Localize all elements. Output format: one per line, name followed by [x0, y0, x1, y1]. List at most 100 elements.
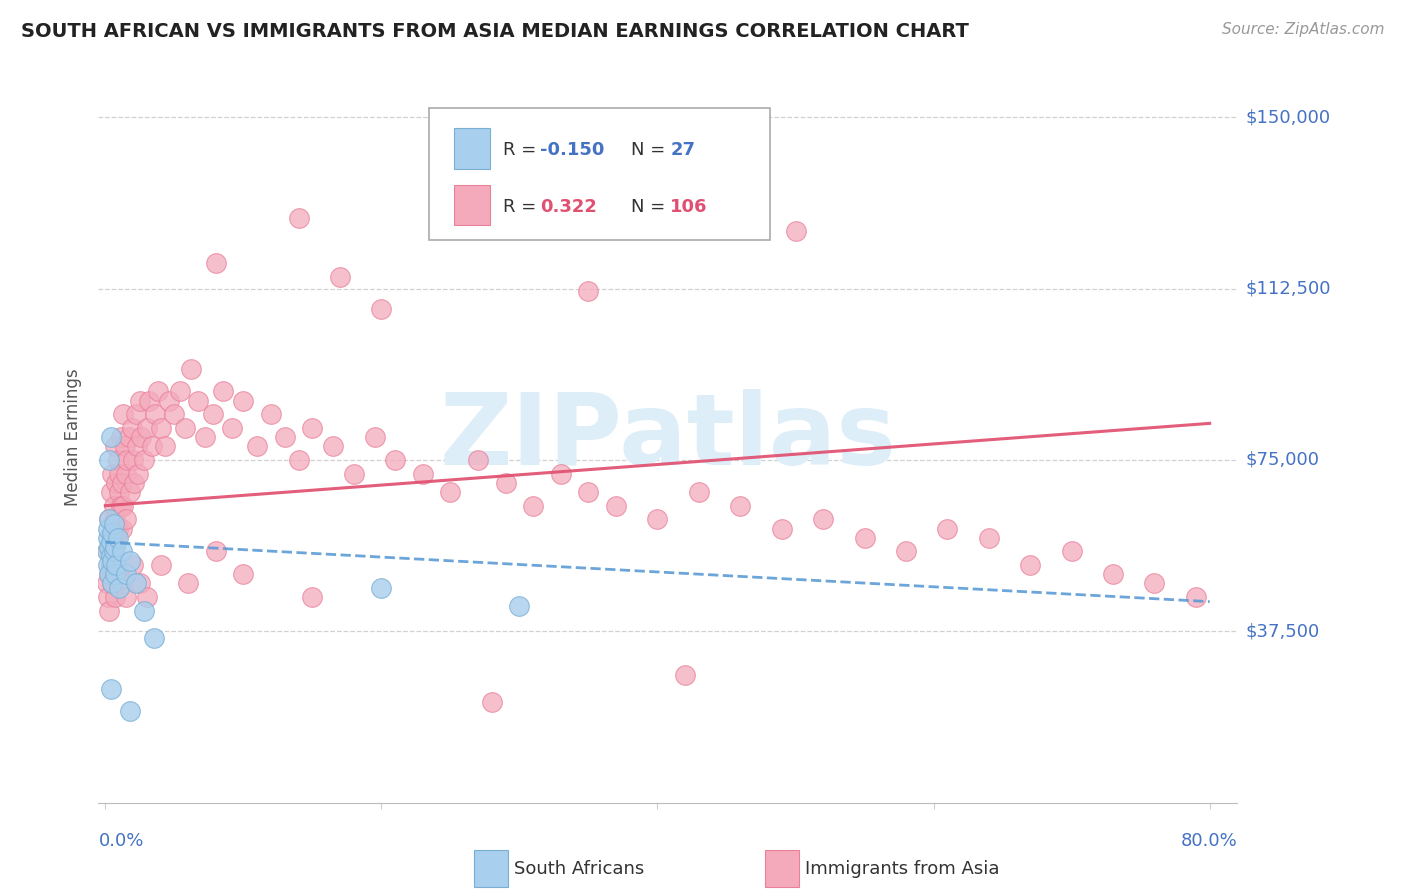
- Point: [111, 576, 134, 591]
- Point: [111, 521, 134, 535]
- Point: [98, 567, 121, 582]
- Point: [149, 421, 172, 435]
- Text: South Africans: South Africans: [515, 860, 644, 878]
- Point: [129, 430, 152, 444]
- Point: [104, 540, 127, 554]
- Point: [100, 430, 122, 444]
- Point: [495, 475, 517, 490]
- Point: [98, 567, 121, 582]
- Point: [322, 439, 344, 453]
- Point: [246, 439, 269, 453]
- Point: [204, 544, 226, 558]
- Point: [103, 516, 125, 531]
- Point: [370, 301, 392, 317]
- Point: [688, 484, 710, 499]
- Point: [98, 540, 121, 554]
- Point: [204, 256, 226, 270]
- Point: [108, 567, 131, 582]
- Point: [1019, 558, 1042, 573]
- Point: [104, 439, 127, 453]
- Point: [128, 576, 150, 591]
- Text: 80.0%: 80.0%: [1181, 832, 1237, 850]
- Point: [114, 439, 136, 453]
- Point: [120, 484, 142, 499]
- Point: [481, 695, 503, 709]
- Point: [101, 526, 124, 541]
- Point: [287, 211, 309, 225]
- Point: [211, 384, 233, 399]
- Point: [96, 544, 118, 558]
- Y-axis label: Median Earnings: Median Earnings: [65, 368, 83, 506]
- Text: SOUTH AFRICAN VS IMMIGRANTS FROM ASIA MEDIAN EARNINGS CORRELATION CHART: SOUTH AFRICAN VS IMMIGRANTS FROM ASIA ME…: [21, 22, 969, 41]
- Point: [343, 467, 366, 481]
- Point: [578, 284, 600, 298]
- Point: [142, 632, 165, 646]
- Point: [97, 558, 120, 573]
- Point: [174, 421, 197, 435]
- Point: [97, 590, 120, 604]
- Point: [936, 521, 959, 535]
- Text: $112,500: $112,500: [1246, 279, 1331, 298]
- Point: [100, 558, 122, 573]
- Point: [384, 453, 406, 467]
- Point: [101, 576, 124, 591]
- Point: [153, 439, 176, 453]
- Point: [132, 604, 155, 618]
- Point: [103, 544, 125, 558]
- Point: [141, 439, 163, 453]
- Point: [101, 553, 124, 567]
- Point: [163, 407, 186, 421]
- Point: [108, 467, 131, 481]
- Point: [550, 467, 572, 481]
- Text: R =: R =: [503, 197, 541, 216]
- Point: [111, 544, 134, 558]
- Point: [363, 430, 385, 444]
- Point: [103, 544, 125, 558]
- Point: [108, 581, 131, 595]
- Point: [201, 407, 224, 421]
- Point: [578, 484, 600, 499]
- Point: [100, 549, 122, 563]
- Point: [370, 581, 392, 595]
- Point: [605, 499, 627, 513]
- Point: [98, 512, 121, 526]
- Text: 0.322: 0.322: [540, 197, 598, 216]
- Text: $75,000: $75,000: [1246, 451, 1320, 469]
- Point: [128, 393, 150, 408]
- Point: [101, 576, 124, 591]
- Point: [770, 521, 793, 535]
- Point: [177, 576, 200, 591]
- Point: [785, 224, 807, 238]
- Point: [108, 484, 131, 499]
- Point: [107, 531, 129, 545]
- Point: [104, 590, 127, 604]
- Point: [107, 453, 129, 467]
- Point: [125, 407, 148, 421]
- Point: [301, 421, 323, 435]
- Point: [143, 407, 166, 421]
- Point: [232, 567, 254, 582]
- Point: [110, 499, 132, 513]
- Point: [120, 705, 142, 719]
- Point: [329, 270, 352, 285]
- FancyBboxPatch shape: [454, 185, 491, 225]
- Point: [100, 681, 122, 696]
- Point: [287, 453, 309, 467]
- Point: [221, 421, 243, 435]
- Point: [125, 439, 148, 453]
- Point: [1185, 590, 1208, 604]
- Point: [100, 558, 122, 573]
- Point: [149, 558, 172, 573]
- Point: [118, 430, 141, 444]
- Point: [121, 421, 143, 435]
- Point: [180, 361, 202, 376]
- FancyBboxPatch shape: [429, 108, 770, 240]
- Point: [439, 484, 461, 499]
- Text: 106: 106: [671, 197, 707, 216]
- Point: [122, 453, 145, 467]
- FancyBboxPatch shape: [474, 850, 509, 887]
- Point: [117, 453, 139, 467]
- Point: [115, 567, 138, 582]
- Point: [103, 544, 125, 558]
- Point: [274, 430, 297, 444]
